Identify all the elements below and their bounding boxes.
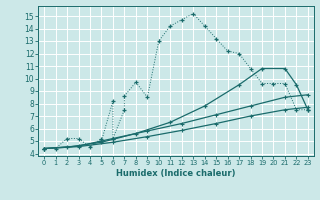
- X-axis label: Humidex (Indice chaleur): Humidex (Indice chaleur): [116, 169, 236, 178]
